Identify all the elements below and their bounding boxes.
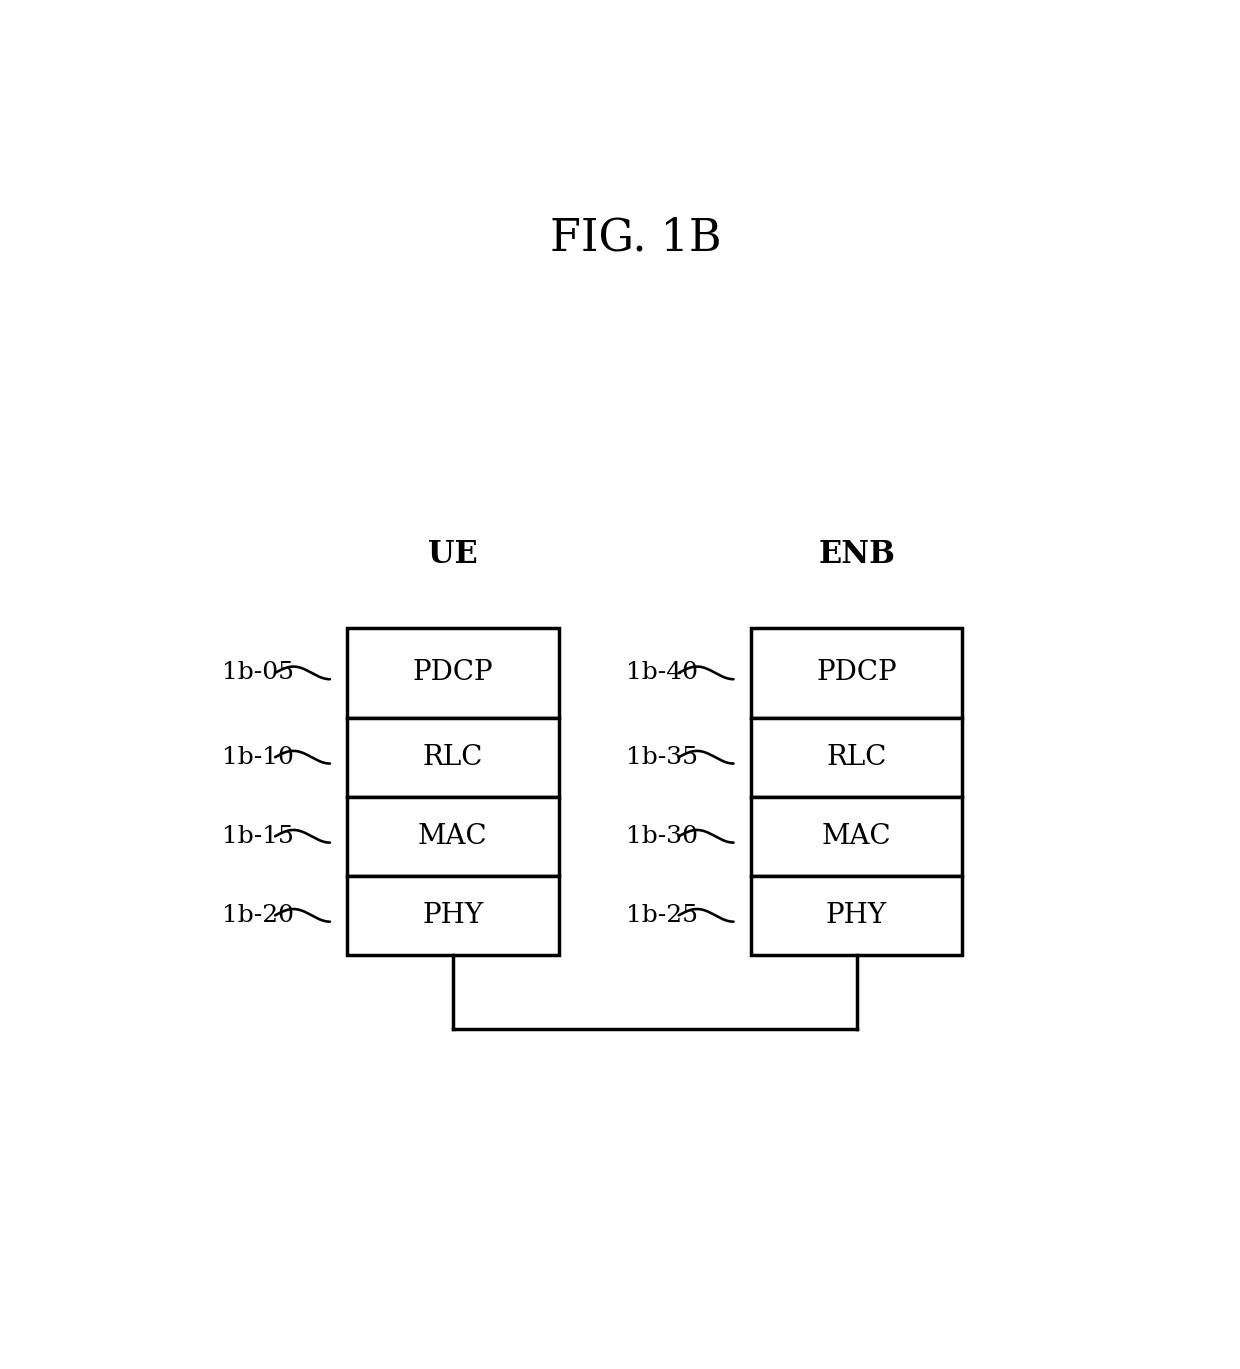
Bar (751, 797, 962, 876)
Text: MAC: MAC (418, 823, 487, 850)
Text: 1b-35: 1b-35 (626, 746, 698, 769)
Bar (347, 717, 559, 797)
Text: RLC: RLC (423, 743, 484, 771)
Text: PHY: PHY (423, 902, 484, 928)
Text: 1b-05: 1b-05 (222, 661, 294, 684)
Text: UE: UE (428, 539, 477, 570)
Text: 1b-30: 1b-30 (626, 824, 698, 847)
Text: 1b-25: 1b-25 (626, 904, 698, 927)
Text: FIG. 1B: FIG. 1B (549, 216, 722, 260)
Text: ENB: ENB (818, 539, 895, 570)
Text: PHY: PHY (826, 902, 887, 928)
Text: 1b-20: 1b-20 (222, 904, 294, 927)
Bar (751, 628, 962, 717)
Text: 1b-10: 1b-10 (222, 746, 294, 769)
Text: 1b-15: 1b-15 (222, 824, 294, 847)
Text: PDCP: PDCP (816, 660, 897, 686)
Text: MAC: MAC (822, 823, 892, 850)
Bar (347, 876, 559, 956)
Bar (347, 628, 559, 717)
Text: RLC: RLC (826, 743, 887, 771)
Text: PDCP: PDCP (413, 660, 494, 686)
Text: 1b-40: 1b-40 (626, 661, 698, 684)
Bar (751, 876, 962, 956)
Bar (347, 797, 559, 876)
Bar (751, 717, 962, 797)
